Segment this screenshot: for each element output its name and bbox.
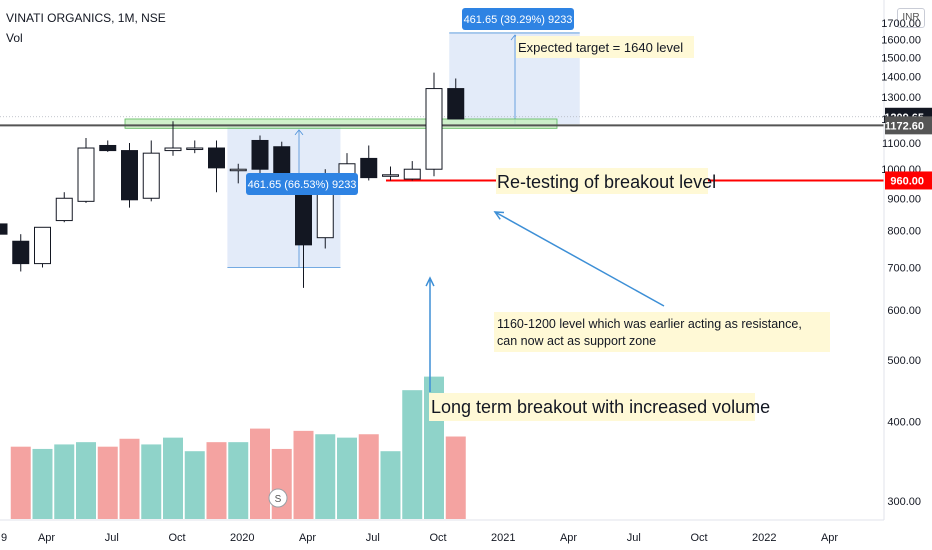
x-tick-label: Oct bbox=[168, 532, 185, 544]
measure-1-label: 461.65 (66.53%) 9233 bbox=[248, 179, 357, 191]
volume-bar bbox=[271, 448, 292, 519]
price-tag-support: 960.00 bbox=[890, 175, 924, 187]
price-tag-breakout: 1172.60 bbox=[885, 120, 924, 132]
support-arrow-head bbox=[493, 211, 505, 220]
volume-indicator-label[interactable]: Vol bbox=[6, 31, 23, 45]
y-tick-label: 900.00 bbox=[887, 193, 921, 205]
x-tick-label: Apr bbox=[38, 532, 55, 544]
dividend-marker-text: S bbox=[275, 494, 282, 505]
candle-body bbox=[447, 88, 465, 120]
x-tick-label: Oct bbox=[429, 532, 446, 544]
measure-2-label: 461.65 (39.29%) 9233 bbox=[464, 14, 573, 26]
target-text-bg bbox=[516, 36, 694, 58]
candle-body bbox=[403, 168, 421, 180]
candle-body bbox=[164, 147, 182, 152]
candle-body bbox=[12, 240, 30, 265]
x-tick-label: 9 bbox=[1, 532, 7, 544]
volume-text: Long term breakout with increased volume bbox=[431, 397, 770, 417]
volume-bar bbox=[358, 434, 379, 519]
volume-bar bbox=[380, 451, 401, 519]
measure-1-arrowhead bbox=[294, 129, 304, 136]
candle-body bbox=[186, 147, 204, 151]
candle-body bbox=[121, 150, 138, 201]
support-text-line2: can now act as support zone bbox=[497, 334, 656, 348]
y-tick-label: 700.00 bbox=[887, 263, 921, 275]
volume-bar bbox=[228, 442, 249, 519]
y-tick-label: 1600.00 bbox=[881, 35, 921, 47]
volume-text-bg bbox=[429, 393, 755, 421]
candle-body bbox=[360, 157, 378, 179]
x-tick-label: Jul bbox=[366, 532, 380, 544]
volume-bar bbox=[10, 446, 31, 519]
candle-body bbox=[55, 197, 73, 222]
volume-bar bbox=[250, 428, 270, 519]
dividend-marker bbox=[268, 488, 288, 508]
y-tick-label: 1400.00 bbox=[881, 72, 921, 84]
currency-button[interactable]: INR bbox=[897, 8, 925, 28]
support-text-bg bbox=[494, 312, 830, 352]
breakout-zone bbox=[124, 118, 558, 129]
volume-bar bbox=[206, 442, 227, 519]
volume-arrow-head bbox=[425, 276, 435, 287]
candle-body bbox=[208, 147, 225, 169]
x-tick-label: Jul bbox=[627, 532, 641, 544]
volume-bar bbox=[97, 446, 118, 519]
candle-body bbox=[229, 168, 247, 172]
support-text-line1: 1160-1200 level which was earlier acting… bbox=[497, 317, 802, 331]
y-tick-label: 800.00 bbox=[887, 226, 921, 238]
y-tick-label: 400.00 bbox=[887, 417, 921, 429]
volume-bar bbox=[76, 442, 96, 519]
candle-body bbox=[142, 152, 160, 199]
volume-bar bbox=[402, 390, 423, 519]
measure-2-label-bg bbox=[462, 8, 574, 30]
retest-text-bg bbox=[496, 168, 708, 194]
volume-bar bbox=[163, 437, 183, 519]
volume-bar bbox=[337, 437, 357, 519]
y-tick-label: 1700.00 bbox=[881, 18, 921, 30]
y-tick-label: 1300.00 bbox=[881, 92, 921, 104]
candle-body bbox=[0, 223, 8, 235]
candle-body bbox=[34, 226, 51, 265]
measure-1-label-bg bbox=[246, 173, 358, 195]
support-arrow bbox=[494, 211, 665, 307]
volume-bar bbox=[54, 444, 75, 519]
y-tick-label: 500.00 bbox=[887, 355, 921, 367]
candle-body bbox=[99, 144, 117, 152]
price-tag-breakout-bg bbox=[885, 116, 932, 135]
volume-bar bbox=[141, 444, 162, 519]
target-text: Expected target = 1640 level bbox=[518, 40, 683, 55]
volume-bar bbox=[32, 448, 53, 519]
y-tick-label: 1100.00 bbox=[882, 138, 921, 150]
candle-body bbox=[382, 174, 399, 177]
x-tick-label: 2021 bbox=[491, 532, 515, 544]
x-tick-label: Oct bbox=[690, 532, 707, 544]
volume-bar bbox=[119, 438, 140, 519]
candle-body bbox=[77, 147, 95, 202]
volume-bar bbox=[184, 451, 205, 519]
y-tick-label: 600.00 bbox=[887, 305, 921, 317]
x-tick-label: 2020 bbox=[230, 532, 254, 544]
x-tick-label: Apr bbox=[560, 532, 577, 544]
x-tick-label: Apr bbox=[299, 532, 316, 544]
x-tick-label: Apr bbox=[821, 532, 838, 544]
y-tick-label: 300.00 bbox=[887, 496, 921, 508]
volume-bar bbox=[293, 430, 314, 519]
volume-bar bbox=[445, 436, 466, 519]
candle-body bbox=[425, 88, 443, 170]
candle-body bbox=[295, 185, 312, 246]
candle-body bbox=[251, 139, 269, 170]
x-tick-label: Jul bbox=[105, 532, 119, 544]
y-tick-label: 1500.00 bbox=[881, 52, 921, 64]
x-tick-label: 2022 bbox=[752, 532, 776, 544]
volume-bar bbox=[315, 434, 336, 519]
retest-text: Re-testing of breakout level bbox=[497, 172, 716, 192]
symbol-title: VINATI ORGANICS, 1M, NSE bbox=[6, 11, 166, 25]
price-tag-support-bg bbox=[885, 171, 932, 190]
